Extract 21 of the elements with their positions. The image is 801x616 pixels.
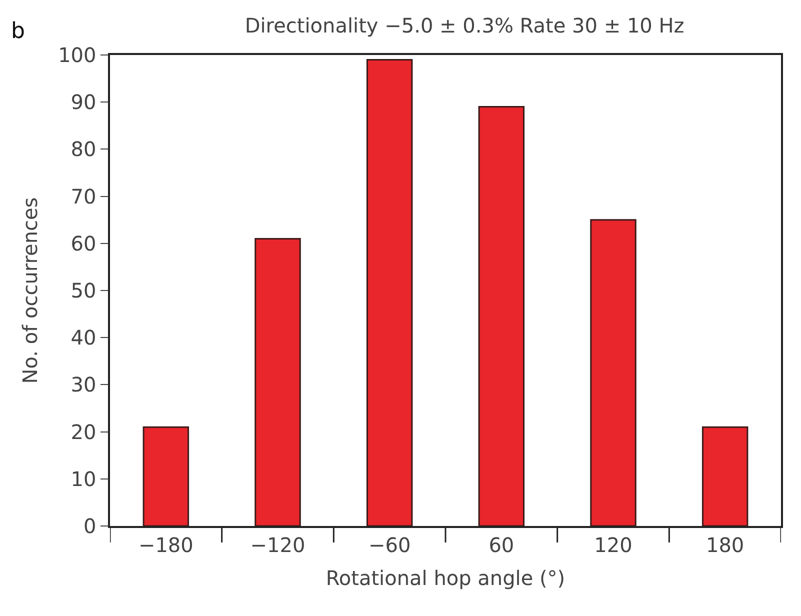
y-tick-label: 70: [70, 184, 96, 208]
y-tick-label: 50: [70, 278, 96, 302]
y-tick-label: 40: [70, 326, 96, 350]
x-tick-label: 180: [706, 532, 744, 557]
y-tick-label: 90: [70, 90, 96, 114]
y-tick-label: 20: [70, 420, 96, 444]
x-tick-label: −180: [138, 532, 194, 557]
y-tick-label: 30: [70, 372, 96, 397]
y-axis-title: No. of occurrences: [18, 197, 42, 384]
y-tick-label: 10: [70, 466, 96, 491]
x-tick-label: −60: [368, 532, 411, 557]
y-tick-label: 0: [84, 514, 96, 538]
chart-title: Directionality −5.0 ± 0.3% Rate 30 ± 10 Hz: [244, 13, 684, 38]
y-tick-label: 100: [58, 43, 96, 67]
text: b: [11, 19, 25, 44]
x-axis-title: Rotational hop angle (°): [326, 566, 566, 590]
x-tick-label: 120: [594, 532, 632, 557]
y-tick-label: 80: [70, 137, 96, 162]
x-tick-label: −120: [250, 532, 306, 557]
x-tick-label: 60: [488, 532, 514, 557]
y-tick-label: 60: [70, 231, 96, 256]
